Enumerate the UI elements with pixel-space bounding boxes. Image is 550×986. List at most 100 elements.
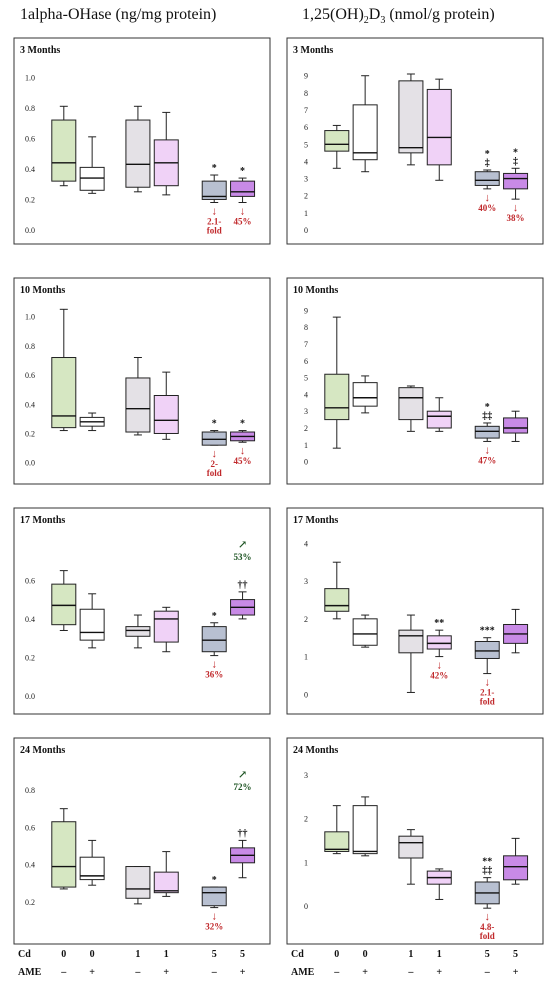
panel-right-3-ytick-2: 2 (304, 615, 308, 624)
panel-left-4-ame-value-6: + (240, 967, 246, 978)
left-column-title: 1alpha-OHase (ng/mg protein) (20, 6, 217, 23)
panel-right-2-ytick-5: 5 (304, 374, 308, 383)
panel-right-4-box-6-iqr (503, 855, 529, 881)
panel-right-4-cd-value-6: 5 (513, 949, 518, 960)
panel-right-1-box-6-iqr (503, 172, 529, 190)
panel-right-3-ytick-3: 3 (304, 577, 308, 586)
panel-right-1-ytick-9: 9 (304, 72, 308, 81)
panel-right-1-annot-2-arrow: ↓ (513, 202, 519, 214)
panel-right-4-annot-1-sig2: ‡‡ (482, 866, 492, 877)
panel-right-2-box-6-iqr (503, 417, 529, 434)
panel-right-4-box-3-iqr (398, 835, 424, 859)
panel-right-4-cd-value-1: 0 (334, 949, 339, 960)
panel-left-2-ytick-1: 0.2 (25, 429, 35, 438)
panel-left-4-annot-1-note-1: 32% (205, 922, 223, 932)
panel-right-2-box-2-iqr (352, 382, 378, 407)
panel-left-2-annot-2-note-1: 45% (234, 456, 252, 466)
panel-left-4-cd-value-2: 0 (90, 949, 95, 960)
panel-right-2-box-4-iqr (426, 410, 452, 429)
panel-left-3-box-5-iqr (201, 626, 227, 653)
panel-left-2-annot-1-arrow: ↓ (211, 448, 217, 460)
panel-right-2-ytick-4: 4 (304, 390, 308, 399)
panel-right-4-ame-value-2: + (362, 967, 368, 978)
panel-left-1-ytick-5: 1.0 (25, 73, 35, 82)
panel-left-4-ame-value-5: – (211, 967, 218, 978)
panel-left-3-ytick-0: 0.0 (25, 692, 35, 701)
right-title-sub-2: 3 (380, 15, 386, 27)
panel-left-2-ytick-0: 0.0 (25, 459, 35, 468)
panel-left-4-ytick-0: 0.2 (25, 898, 35, 907)
panel-right-4-cd-value-4: 1 (437, 949, 442, 960)
panel-left-4-cd-value-6: 5 (240, 949, 245, 960)
panel-left-1-ytick-0: 0.0 (25, 226, 35, 235)
panel-left-1-ytick-1: 0.2 (25, 195, 35, 204)
panel-right-4-cd-value-5: 5 (485, 949, 490, 960)
panel-right-3-annot-1-sig: ** (434, 618, 444, 629)
panel-right-4-ytick-0: 0 (304, 902, 308, 911)
panel-left-2-box-5-iqr (201, 431, 227, 446)
panel-left-4-title: 24 Months (20, 745, 65, 756)
panel-left-2-annot-1-note-2: fold (207, 468, 222, 478)
panel-right-3-box-3-iqr (398, 629, 424, 654)
panel-left-3-annot-1-arrow: ↓ (211, 659, 217, 671)
panel-right-1-title: 3 Months (293, 45, 333, 56)
panel-right-1-annot-2-note-1: 38% (507, 213, 525, 223)
panel-left-3-annot-1-sig: * (212, 611, 217, 622)
panel-left-1-ytick-3: 0.6 (25, 134, 35, 143)
panel-right-2-ytick-1: 1 (304, 441, 308, 450)
panel-left-3-box-1-iqr (51, 583, 77, 626)
panel-right-4-ame-label: AME (291, 967, 315, 978)
panel-left-4-annot-1-arrow: ↓ (211, 911, 217, 923)
panel-right-3-annot-2-note-2: fold (480, 697, 495, 707)
panel-right-1-box-2-iqr (352, 104, 378, 161)
panel-left-4-box-3-iqr (125, 866, 151, 899)
panel-right-3-annot-2-sig: *** (480, 626, 495, 637)
panel-left-2-annot-2-sig: * (240, 419, 245, 430)
panel-left-4-annot-2-sig: †† (238, 828, 248, 839)
panel-left-4-ame-value-3: – (134, 967, 141, 978)
panel-right-2-ytick-7: 7 (304, 340, 308, 349)
panel-right-3-ytick-1: 1 (304, 653, 308, 662)
panel-left-4-box-2-iqr (79, 856, 105, 881)
panel-right-4-ame-value-1: – (333, 967, 340, 978)
panel-right-1-annot-1-arrow: ↓ (484, 192, 490, 204)
panel-right-3-box-1-iqr (324, 588, 350, 612)
panel-left-4-box-4-iqr (153, 871, 179, 894)
panel-left-4-ame-value-4: + (163, 967, 169, 978)
panel-right-1-annot-2-sig2: ‡ (513, 156, 518, 167)
panel-left-3-ytick-1: 0.2 (25, 654, 35, 663)
panel-right-3-box-5-iqr (474, 640, 500, 659)
panel-left-2-title: 10 Months (20, 285, 65, 296)
right-column-title: 1,25(OH)2D3 (nmol/g protein) (302, 6, 495, 26)
panel-left-2-ytick-5: 1.0 (25, 313, 35, 322)
panel-right-2-box-5-iqr (474, 425, 500, 439)
panel-left-1-ytick-4: 0.8 (25, 104, 35, 113)
panel-left-4-annot-2-note-1: 72% (234, 782, 252, 792)
panel-right-4-cd-label: Cd (291, 949, 304, 960)
panel-right-1-annot-1-sig2: ‡ (485, 158, 490, 169)
panel-left-2-box-4-iqr (153, 394, 179, 434)
panel-right-4-box-1-iqr (324, 831, 350, 852)
panel-right-1-box-1-iqr (324, 130, 350, 152)
panel-right-1-ytick-4: 4 (304, 157, 308, 166)
panel-left-1-annot-2-sig: * (240, 166, 245, 177)
panel-left-3-box-2-iqr (79, 608, 105, 641)
panel-right-4-ame-value-6: + (513, 967, 519, 978)
panel-right-3-annot-2-note-1: 2.1- (480, 688, 494, 698)
panel-left-3-annot-2-note-1: 53% (234, 552, 252, 562)
panel-right-1-ytick-5: 5 (304, 140, 308, 149)
panel-right-2-annot-1-note-1: 47% (478, 455, 496, 465)
panel-left-4-cd-value-1: 0 (61, 949, 66, 960)
panel-right-3-title: 17 Months (293, 515, 338, 526)
panel-right-2-ytick-8: 8 (304, 323, 308, 332)
panel-left-4-ytick-3: 0.8 (25, 786, 35, 795)
right-title-sub-1: 2 (363, 15, 369, 27)
panel-left-4-ame-value-2: + (89, 967, 95, 978)
panel-left-1-box-5-iqr (201, 180, 227, 200)
panel-left-2-annot-2-arrow: ↓ (240, 445, 246, 457)
panel-right-4-annot-1-note-1: 4.8- (480, 922, 494, 932)
panel-left-3-annot-1-note-1: 36% (205, 670, 223, 680)
panel-right-4-annot-1-note-2: fold (480, 931, 495, 941)
panel-left-4-ame-value-1: – (60, 967, 67, 978)
